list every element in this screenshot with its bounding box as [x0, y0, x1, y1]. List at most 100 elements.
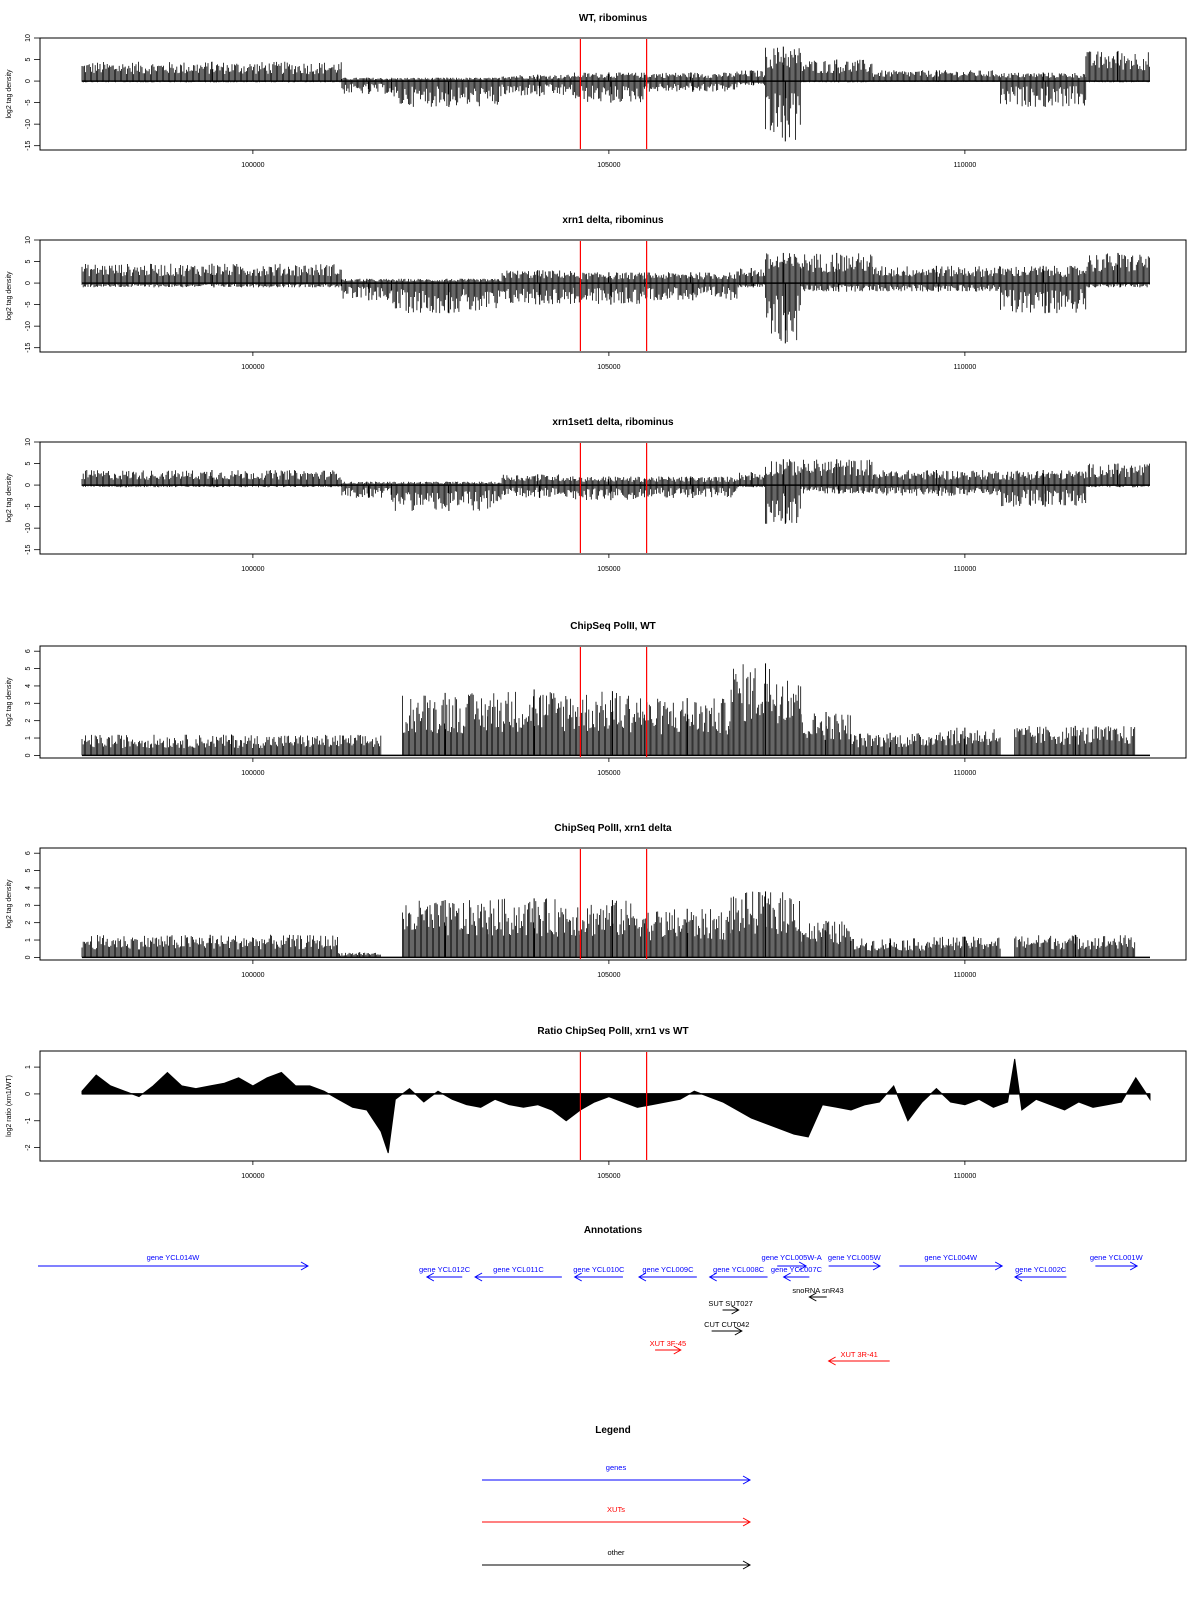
density-bars	[341, 77, 392, 94]
feature-gene-ycl001w: gene YCL001W	[1090, 1253, 1144, 1271]
y-tick-label: 0	[25, 79, 32, 83]
density-bars	[1014, 935, 1136, 958]
y-tick-label: -10	[25, 523, 32, 533]
density-bars	[81, 934, 338, 958]
feature-label: gene YCL004W	[924, 1253, 978, 1262]
annotations-title: Annotations	[584, 1225, 643, 1236]
feature-gene-ycl008c: gene YCL008C	[708, 1265, 768, 1282]
chart-panel-3: xrn1set1 delta, ribominus log2 tag densit…	[6, 417, 1187, 573]
feature-arrowhead	[573, 1272, 582, 1282]
data-segment-1	[81, 61, 342, 83]
plot-frame	[39, 441, 1187, 555]
data-segment-8	[765, 252, 801, 344]
data-segment-7	[736, 472, 765, 488]
density-bars	[871, 470, 1000, 496]
feature-arrowhead	[994, 1261, 1004, 1271]
data-segment-9	[800, 920, 851, 958]
feature-gene-ycl005w-a: gene YCL005W-A	[762, 1253, 822, 1271]
density-bars	[800, 459, 873, 494]
data-segment-2	[341, 278, 392, 301]
data-segment-7	[644, 908, 731, 958]
data-segment-9	[850, 732, 930, 756]
feature-label: snoRNA snR43	[792, 1286, 843, 1295]
density-bars	[391, 278, 502, 314]
density-bars	[644, 909, 731, 958]
feature-label: gene YCL014W	[147, 1253, 201, 1262]
legend-arrowhead	[742, 1560, 752, 1570]
feature-arrowhead	[673, 1345, 682, 1355]
data-segment-12	[1085, 463, 1150, 488]
x-tick-label: 100000	[241, 1173, 264, 1180]
density-bars	[1014, 726, 1136, 756]
y-axis-label: log2 tag density	[6, 271, 13, 321]
y-tick-label: -10	[25, 119, 32, 129]
density-bars	[1000, 470, 1087, 507]
data-segment-2	[341, 481, 392, 498]
data-series	[81, 1058, 1151, 1154]
feature-gene-ycl014w: gene YCL014W	[38, 1253, 309, 1271]
legend-arrowhead	[742, 1517, 752, 1527]
chart-title: WT, ribominus	[579, 13, 648, 24]
feature-arrowhead	[808, 1292, 817, 1302]
x-tick-label: 110000	[953, 162, 976, 169]
legend: Legend genes XUTs other	[482, 1425, 752, 1570]
plot-frame	[39, 1050, 1187, 1162]
y-tick-label: 10	[25, 438, 32, 446]
data-segment-8	[765, 46, 801, 142]
y-tick-label: 2	[25, 921, 32, 925]
data-segment-6	[644, 698, 731, 756]
y-tick-label: 5	[25, 869, 32, 873]
data-segment-5	[572, 72, 645, 103]
x-tick-label: 110000	[953, 1173, 976, 1180]
feature-label: gene YCL001W	[1090, 1253, 1144, 1262]
plot-frame	[39, 645, 1187, 759]
x-tick-label: 100000	[241, 566, 264, 573]
data-segment-11	[928, 936, 1001, 958]
y-tick-label: 10	[25, 236, 32, 244]
feature-label: CUT CUT042	[704, 1320, 749, 1329]
feature-gene-ycl005w: gene YCL005W	[828, 1253, 882, 1271]
feature-label: gene YCL002C	[1015, 1265, 1067, 1274]
density-bars	[402, 900, 488, 958]
data-segment-12	[1085, 252, 1150, 288]
feature-arrowhead	[637, 1272, 647, 1282]
feature-gene-ycl002c: gene YCL002C	[1014, 1265, 1067, 1282]
density-bars	[487, 898, 581, 958]
density-bars	[765, 47, 801, 140]
data-segment-1	[81, 263, 342, 288]
y-tick-label: 5	[25, 259, 32, 263]
chart-title: Ratio ChipSeq PolII, xrn1 vs WT	[537, 1026, 688, 1037]
feature-arrowhead	[734, 1326, 743, 1336]
data-segment-6	[644, 272, 738, 301]
density-bars	[736, 472, 765, 488]
feature-gene-ycl004w: gene YCL004W	[899, 1253, 1004, 1271]
legend-label: XUTs	[607, 1505, 625, 1514]
y-tick-label: 0	[25, 955, 32, 959]
chart-panel-6: Ratio ChipSeq PolII, xrn1 vs WT log2 rati…	[6, 1026, 1187, 1180]
feature-label: gene YCL009C	[642, 1265, 694, 1274]
data-segment-6	[644, 476, 738, 498]
density-bars	[1000, 265, 1087, 314]
feature-gene-ycl010c: gene YCL010C	[573, 1265, 625, 1282]
density-bars	[644, 72, 738, 92]
plot-frame	[39, 239, 1187, 353]
density-bars	[341, 481, 392, 498]
density-bars	[644, 698, 731, 756]
feature-arrowhead	[1014, 1272, 1023, 1282]
feature-arrowhead	[872, 1261, 882, 1271]
y-axis-label: log2 tag density	[6, 677, 13, 727]
feature-label: gene YCL011C	[493, 1265, 544, 1274]
x-tick-label: 100000	[241, 972, 264, 979]
y-tick-label: 0	[25, 281, 32, 285]
density-bars	[391, 77, 502, 107]
feature-xut-3f-45: XUT 3F-45	[650, 1339, 686, 1355]
plot-frame	[39, 847, 1187, 961]
y-tick-label: 0	[25, 483, 32, 487]
data-segment-7	[736, 70, 765, 86]
density-bars	[402, 693, 488, 756]
data-segment-9	[800, 459, 873, 494]
legend-item-xuts: XUTs	[482, 1505, 752, 1527]
y-axis-label: log2 tag density	[6, 473, 13, 523]
